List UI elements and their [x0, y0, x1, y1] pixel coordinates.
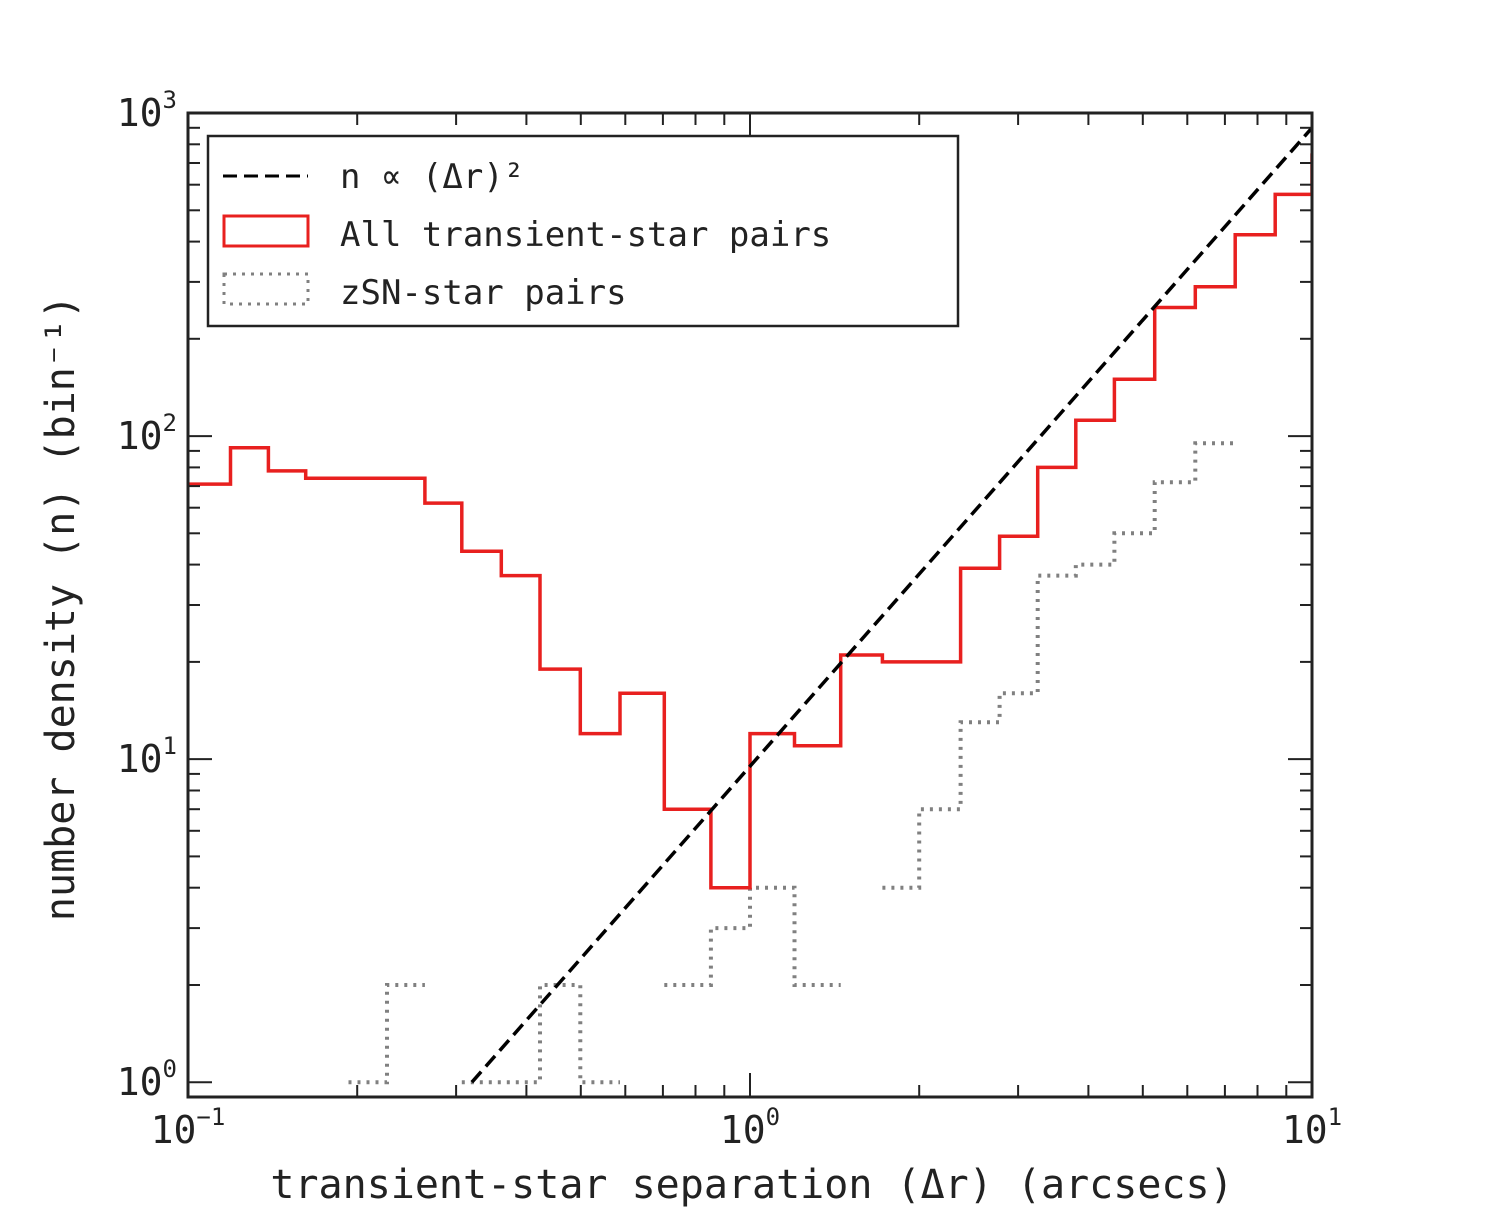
legend-label-zsn-pairs: zSN-star pairs [340, 273, 627, 313]
legend: n ∝ (Δr)² All transient-star pairs zSN-s… [206, 134, 960, 328]
series-zsn-star-pairs [348, 441, 1236, 1085]
legend-label-all-pairs: All transient-star pairs [340, 215, 831, 255]
series-layer [188, 126, 1312, 1085]
y-tick-label: 101 [117, 732, 177, 781]
series-all-transient-star-pairs [188, 153, 1312, 890]
legend-swatch-all-pairs [222, 214, 310, 248]
x-tick-label: 10−1 [151, 1103, 226, 1152]
x-axis-label: transient-star separation (Δr) (arcsecs) [270, 1162, 1233, 1208]
x-tick-label: 101 [1282, 1103, 1342, 1152]
legend-label-power-law: n ∝ (Δr)² [340, 157, 524, 197]
x-tick-label: 100 [720, 1103, 780, 1152]
y-tick-label: 103 [117, 86, 177, 135]
axes-layer [186, 111, 1314, 1099]
y-tick-label: 100 [117, 1055, 177, 1104]
legend-swatch-zsn-pairs [222, 272, 310, 306]
series-power-law [470, 126, 1312, 1084]
y-axis-label: number density (n) (bin⁻¹) [38, 295, 84, 921]
legend-frame [206, 134, 960, 328]
y-tick-label: 102 [117, 409, 177, 458]
